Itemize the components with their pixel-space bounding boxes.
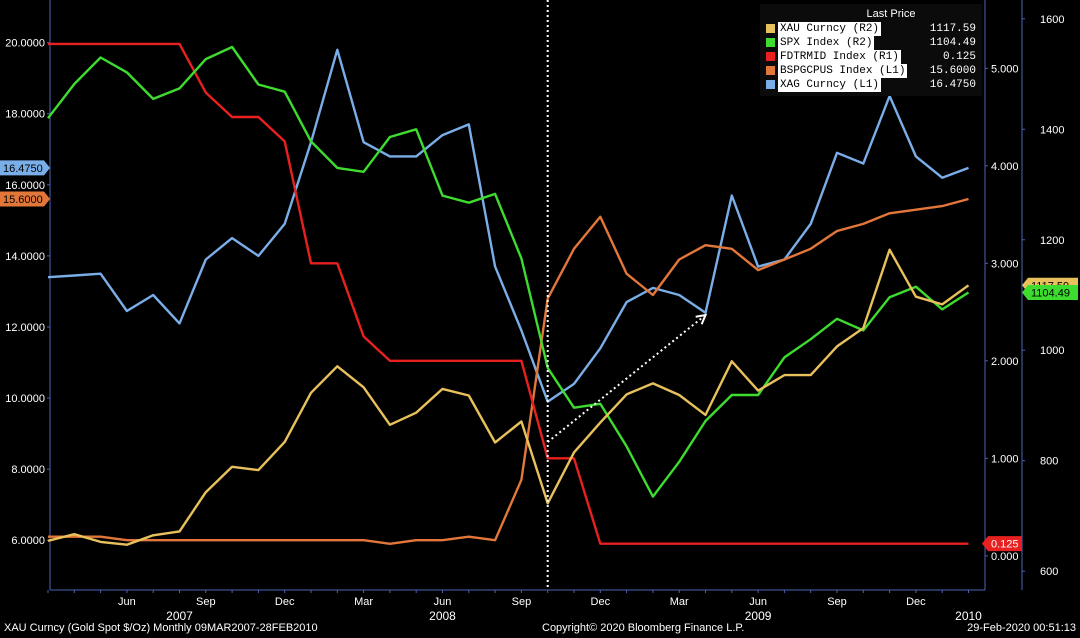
footer-copyright: Copyright© 2020 Bloomberg Finance L.P. (542, 622, 745, 634)
x-tick-label: Jun (118, 596, 136, 608)
badge-bsp-left-shape (0, 191, 50, 207)
x-tick-label: Dec (275, 596, 295, 608)
left-tick-label: 8.0000 (11, 464, 45, 476)
badge-fdtr-right: 0.125 (991, 539, 1019, 551)
x-tick-label: Dec (591, 596, 611, 608)
trend-arrow-line (547, 314, 707, 443)
left-tick-label: 6.0000 (11, 535, 45, 547)
legend-swatch (766, 24, 775, 33)
legend-swatch (766, 66, 775, 75)
x-tick-label: Sep (196, 596, 216, 608)
x-tick-label: Jun (749, 596, 767, 608)
badge-xag-left: 16.4750 (3, 163, 43, 175)
legend-item: FDTRMID Index (R1) 0.125 (760, 50, 982, 64)
r1-tick-label: 4.000 (991, 161, 1019, 173)
r1-tick-label: 0.000 (991, 551, 1019, 563)
series-line-bspgcpus-index (48, 197, 969, 545)
badge-fdtr-right-shape (982, 536, 1022, 552)
legend-last-price: 16.4750 (929, 79, 976, 91)
badge-bsp-left: 15.6000 (3, 194, 43, 206)
r2-tick-label: 1400 (1040, 124, 1064, 136)
x-tick-label: Sep (512, 596, 532, 608)
left-tick-label: 16.0000 (5, 180, 45, 192)
r1-tick-label: 2.000 (991, 356, 1019, 368)
year-label: 2009 (745, 609, 772, 623)
legend-last-price: 1117.59 (929, 23, 976, 35)
legend-last-price: 15.6000 (929, 65, 976, 77)
series-line-spx-index (47, 45, 970, 498)
x-tick-label: Mar (670, 596, 689, 608)
x-tick-label: Dec (906, 596, 926, 608)
r1-tick-label: 5.000 (991, 63, 1019, 75)
legend-swatch (766, 52, 775, 61)
left-tick-label: 10.0000 (5, 393, 45, 405)
legend-swatch (766, 38, 775, 47)
year-label: 2008 (429, 609, 456, 623)
legend-item: XAU Curncy (R2) 1117.59 (760, 22, 982, 36)
legend-item: XAG Curncy (L1) 16.4750 (760, 78, 982, 92)
series-line-xag-curncy (47, 48, 969, 403)
legend-item: BSPGCPUS Index (L1) 15.6000 (760, 64, 982, 78)
trend-arrow-head (695, 313, 708, 325)
legend-series-name: XAG Curncy (L1) (778, 78, 882, 92)
legend-swatch (766, 80, 775, 89)
r2-tick-label: 1600 (1040, 14, 1064, 26)
footer-series-info: XAU Curncy (Gold Spot $/Oz) Monthly 09MA… (4, 622, 318, 634)
r2-tick-label: 600 (1040, 566, 1058, 578)
legend-series-name: XAU Curncy (R2) (778, 22, 882, 36)
r2-tick-label: 1200 (1040, 235, 1064, 247)
series-lines (47, 42, 970, 546)
left-tick-label: 12.0000 (5, 322, 45, 334)
x-tick-label: Mar (354, 596, 373, 608)
badge-spx-right-shape (1022, 285, 1078, 301)
legend-item: SPX Index (R2) 1104.49 (760, 36, 982, 50)
year-label: 2010 (955, 609, 982, 623)
series-line-xau-curncy (47, 248, 970, 546)
legend-series-name: SPX Index (R2) (778, 36, 875, 50)
badge-spx-right: 1104.49 (1031, 288, 1070, 300)
legend-last-price: 0.125 (942, 51, 976, 63)
legend-header: Last Price (866, 8, 916, 20)
x-tick-label: Jun (434, 596, 452, 608)
r2-tick-label: 1000 (1040, 345, 1064, 357)
legend-last-price: 1104.49 (929, 37, 976, 49)
footer-timestamp: 29-Feb-2020 00:51:13 (967, 622, 1076, 634)
left-tick-label: 14.0000 (5, 251, 45, 263)
left-tick-label: 18.0000 (5, 109, 45, 121)
r1-tick-label: 3.000 (991, 258, 1019, 270)
r1-tick-label: 1.000 (991, 453, 1019, 465)
year-label: 2007 (166, 609, 193, 623)
badge-xag-left-shape (0, 160, 50, 176)
legend-series-name: BSPGCPUS Index (L1) (778, 64, 908, 78)
legend-series-name: FDTRMID Index (R1) (778, 50, 901, 64)
axes: 6.0000 8.0000 10.0000 12.0000 14.0000 16.0000… (5, 0, 1064, 623)
legend: Last Price XAU Curncy (R2) 1117.59 SPX Ind… (760, 4, 982, 96)
series-line-fdtrmid-index (48, 42, 969, 545)
annotations (546, 0, 708, 590)
x-tick-label: Sep (827, 596, 847, 608)
left-tick-label: 20.0000 (5, 38, 45, 50)
r2-tick-label: 800 (1040, 456, 1058, 468)
